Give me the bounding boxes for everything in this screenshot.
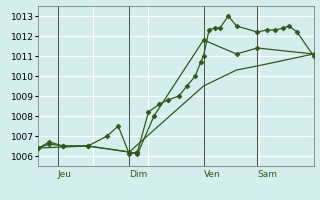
Text: Jeu: Jeu — [58, 170, 72, 179]
Text: Ven: Ven — [204, 170, 220, 179]
Text: Sam: Sam — [257, 170, 277, 179]
Text: Dim: Dim — [129, 170, 148, 179]
